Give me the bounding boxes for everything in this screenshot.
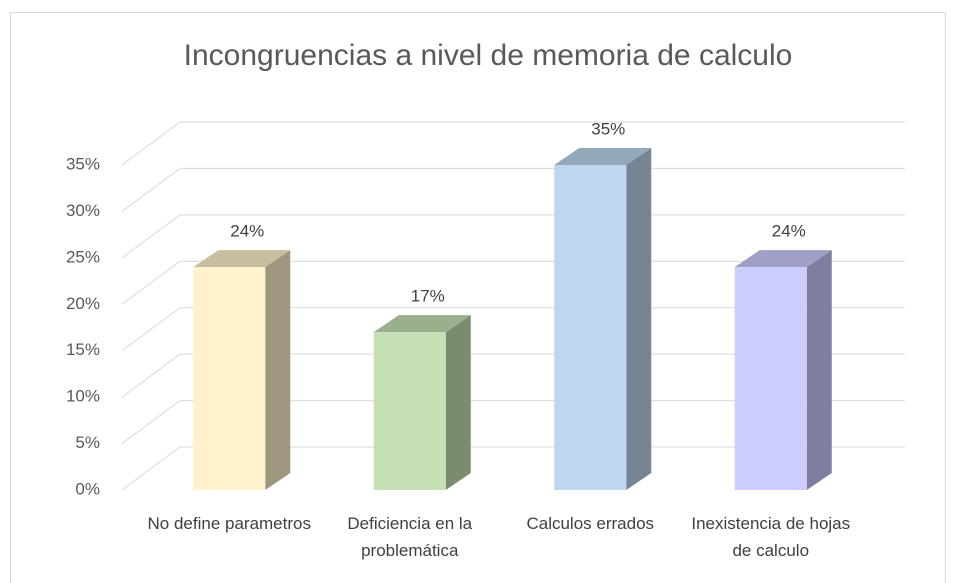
grid-line — [121, 121, 181, 166]
data-label: 24% — [230, 222, 264, 241]
bar-side — [626, 148, 652, 490]
bar — [373, 332, 446, 490]
x-tick-label: Deficiencia en la problemática — [347, 514, 473, 560]
bar — [193, 267, 266, 490]
grid-line — [121, 214, 181, 259]
x-tick-label: No define parametros — [147, 514, 311, 533]
x-tick-label: Calculos errados — [526, 514, 655, 533]
y-tick-label: 20% — [66, 294, 100, 313]
bar-top — [554, 148, 652, 165]
bar — [554, 165, 627, 490]
bar-side — [806, 250, 832, 490]
bar-top — [193, 250, 291, 268]
y-tick-label: 35% — [66, 154, 100, 173]
chart-title: Incongruencias a nivel de memoria de cal… — [184, 39, 793, 72]
data-label: 17% — [411, 287, 445, 306]
grid-line — [121, 168, 181, 212]
x-tick-label: Inexistencia de hojas de calculo — [691, 514, 851, 560]
bar-top — [373, 315, 471, 333]
y-tick-label: 15% — [66, 340, 100, 359]
data-label: 35% — [591, 119, 625, 138]
grid-line — [121, 353, 181, 398]
data-label: 24% — [772, 222, 806, 241]
bar-side — [265, 250, 291, 490]
bar-side — [445, 315, 471, 490]
grid-line — [121, 307, 181, 352]
y-tick-label: 25% — [66, 247, 100, 266]
grid-line — [121, 260, 181, 305]
bar-top — [734, 250, 832, 268]
y-tick-label: 5% — [75, 433, 100, 452]
y-tick-label: 10% — [66, 387, 100, 406]
y-tick-label: 0% — [75, 479, 100, 498]
grid-line — [121, 400, 181, 444]
bar — [734, 267, 807, 490]
grid-line — [121, 446, 181, 491]
y-tick-label: 30% — [66, 201, 100, 220]
